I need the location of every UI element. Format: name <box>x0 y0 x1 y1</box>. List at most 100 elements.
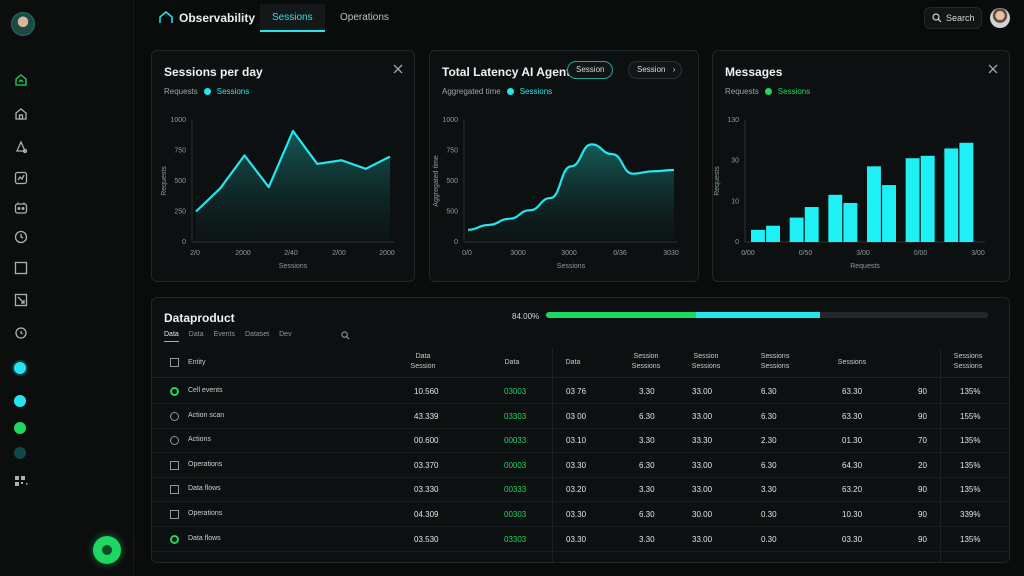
inbox-icon[interactable] <box>13 200 29 216</box>
cell-c4: 6.30 <box>639 510 655 519</box>
square-icon[interactable] <box>13 260 29 276</box>
tab-operations[interactable]: Operations <box>340 12 389 23</box>
y-tick-label: 500 <box>446 209 458 216</box>
legend-prefix: Requests <box>164 87 198 96</box>
col-header[interactable]: Sessions Sessions <box>760 353 790 370</box>
row-checkbox[interactable] <box>170 510 179 519</box>
avatar[interactable] <box>11 12 35 36</box>
legend-dot <box>203 88 211 95</box>
messages-bar-chart: 0 10 30 130 0/00 0/50 3/00 0/00 3/00 Requests Requ… <box>714 117 985 270</box>
cell-c4: 3.30 <box>639 436 655 446</box>
new-session-button[interactable] <box>93 536 121 564</box>
col-header[interactable]: Session Sessions <box>691 353 721 370</box>
tab-sessions[interactable]: Sessions <box>260 4 325 32</box>
progress-fill-green <box>546 312 697 318</box>
table-row[interactable]: Data flows 03.330 00333 03.20 3.30 33.00 3.30 6… <box>152 478 1009 503</box>
row-name: Data flows <box>188 485 221 493</box>
chart-legend: Requests Sessions <box>164 87 249 96</box>
search-button[interactable]: Search <box>924 7 982 29</box>
row-checkbox[interactable] <box>170 485 179 495</box>
clock-icon[interactable] <box>13 229 29 245</box>
home-icon[interactable] <box>13 106 29 122</box>
col-header[interactable]: Session Sessions <box>631 353 661 370</box>
status-dot[interactable] <box>14 362 26 374</box>
table-row[interactable]: Cell events 10.560 03003 03 76 3.30 33.00 6.30… <box>152 380 1009 404</box>
col-header[interactable]: Sessions <box>837 359 867 366</box>
legend-dot <box>506 88 514 95</box>
x-tick-label: 0/00 <box>914 250 928 257</box>
cell-c1: 43.339 <box>414 411 439 421</box>
search-icon[interactable] <box>341 331 350 340</box>
alert-icon[interactable] <box>13 139 29 155</box>
row-checkbox[interactable] <box>170 460 179 470</box>
cell-c1: 03.330 <box>414 485 439 495</box>
legend-label: Sessions <box>777 87 811 96</box>
progress-fill-cyan <box>696 312 821 318</box>
col-header[interactable]: Entity <box>188 359 206 366</box>
table-row[interactable]: Action scan 43.339 03303 03 00 6.30 33.00 6.30… <box>152 405 1009 429</box>
card-title: Total Latency AI Agents <box>442 65 577 79</box>
grid-icon[interactable] <box>13 474 29 490</box>
expand-icon[interactable] <box>13 292 29 308</box>
y-axis-label: Requests <box>714 166 721 196</box>
cell-c2: 00033 <box>504 436 527 446</box>
status-dot[interactable] <box>14 422 26 434</box>
app-title: Observability <box>179 11 256 25</box>
user-avatar[interactable] <box>990 8 1010 28</box>
sessions-line-chart: 0 250 500 750 1000 2/0 2000 2/40 2/00 2000 Session… <box>161 117 395 270</box>
cell-c8: 90 <box>918 387 927 396</box>
col-header[interactable]: Data <box>504 359 520 366</box>
y-tick-label: 0 <box>454 239 458 246</box>
status-dot[interactable] <box>14 395 26 407</box>
table-row[interactable]: Operations 03.370 00003 03.30 6.30 33.00 6.30 6… <box>152 454 1009 478</box>
bar <box>959 142 974 242</box>
cell-c8: 90 <box>918 534 927 544</box>
cell-c6: 6.30 <box>761 411 777 421</box>
cell-c5: 33.00 <box>692 411 713 421</box>
col-header[interactable]: Sessions Sessions <box>953 353 983 370</box>
cell-c9: 339% <box>960 510 981 519</box>
y-axis-label: Aggregated time <box>433 155 440 206</box>
bar <box>905 158 920 242</box>
close-icon[interactable] <box>987 63 999 75</box>
row-name: Actions <box>188 436 211 444</box>
cell-c4: 3.30 <box>639 387 655 396</box>
search-label: Search <box>946 13 975 23</box>
select-all-checkbox[interactable] <box>170 358 179 367</box>
table-row[interactable]: Operations 04.309 00303 03.30 6.30 30.00 0.30 1… <box>152 503 1009 527</box>
cell-c5: 33.00 <box>692 460 713 470</box>
row-checkbox[interactable] <box>170 436 179 446</box>
legend-label: Sessions <box>216 87 250 96</box>
subtab[interactable]: Dataset <box>245 331 270 338</box>
row-checkbox[interactable] <box>170 411 179 421</box>
subtab[interactable]: Events <box>213 331 235 338</box>
col-header[interactable]: Data Session <box>410 353 436 370</box>
bar <box>843 202 858 242</box>
close-icon[interactable] <box>392 63 404 75</box>
row-checkbox[interactable] <box>170 534 179 544</box>
history-icon[interactable] <box>13 325 29 341</box>
x-tick-label: 0/00 <box>741 250 755 257</box>
subtab[interactable]: Dev <box>279 331 292 338</box>
cell-c1: 00.600 <box>414 436 439 446</box>
row-checkbox[interactable] <box>170 387 179 396</box>
latency-chart-card: 0 500 500 750 1000 0/0 3000 3000 0/36 3030 Session… <box>429 50 699 282</box>
y-tick-label: 10 <box>731 198 739 205</box>
subtab[interactable]: Data <box>164 331 179 342</box>
session-pill[interactable]: Session <box>567 61 614 79</box>
y-tick-label: 500 <box>174 178 186 185</box>
table-row[interactable]: Data flows 03.530 03303 03.30 3.30 33.00 0.30 0… <box>152 528 1009 552</box>
logo-icon <box>159 11 173 23</box>
cell-c3: 03.30 <box>566 510 587 519</box>
y-tick-label: 1000 <box>442 117 458 124</box>
table-row[interactable]: Actions 00.600 00033 03.10 3.30 33.30 2.30 01.3… <box>152 429 1009 454</box>
brand[interactable]: Observability <box>158 10 255 26</box>
cell-c6: 6.30 <box>761 387 777 396</box>
col-header[interactable]: Data <box>565 359 581 366</box>
analytics-icon[interactable] <box>13 170 29 186</box>
latency-area-chart: 0 500 500 750 1000 0/0 3000 3000 0/36 3030 Session… <box>433 117 679 270</box>
status-dot[interactable] <box>14 447 26 459</box>
session-dropdown[interactable]: Session › <box>628 61 683 79</box>
subtab[interactable]: Data <box>188 331 204 338</box>
dashboard-icon[interactable] <box>13 72 29 88</box>
